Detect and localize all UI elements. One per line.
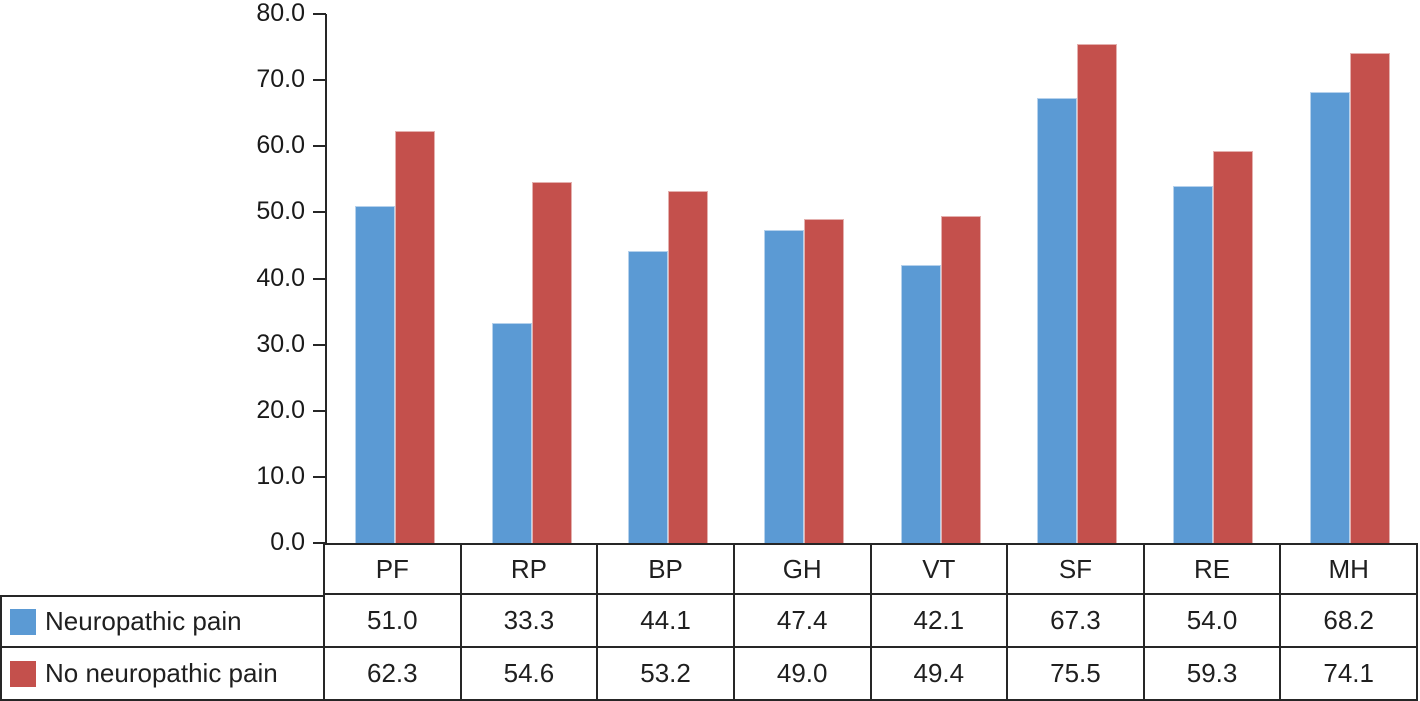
y-axis-tick-label: 20.0	[256, 395, 305, 424]
plot-area: 0.0 10.0 20.0 30.0 40.0 50.0 60.0 70.0 80.0	[256, 1, 1418, 555]
table-corner-blank	[0, 543, 325, 595]
y-axis-tick	[313, 277, 326, 280]
column-header-sf: SF	[1008, 543, 1145, 595]
bar-columns	[327, 14, 1418, 543]
value-cell-rp-row2: 54.6	[461, 648, 599, 701]
y-axis-tick	[313, 13, 326, 15]
y-axis-tick-label: 0.0	[270, 528, 305, 556]
y-axis-tick	[313, 475, 326, 478]
bar-group-rp	[463, 14, 599, 543]
bar-vt-no-neuropathic-pain	[940, 216, 981, 543]
bar-bp-no-neuropathic-pain	[667, 191, 708, 543]
value-cell-vt-row1: 42.1	[871, 595, 1009, 648]
y-axis-tick-label: 50.0	[256, 197, 305, 226]
value-cell-mh-row2: 74.1	[1281, 648, 1418, 701]
bar-group-mh	[1282, 14, 1418, 543]
bar-group-re	[1145, 14, 1281, 543]
bar-gh-neuropathic-pain	[764, 229, 805, 543]
value-cell-sf-row1: 67.3	[1008, 595, 1145, 648]
column-header-vt: VT	[871, 543, 1009, 595]
y-axis-tick	[313, 542, 326, 544]
value-cell-bp-row2: 53.2	[598, 648, 735, 701]
value-cell-re-row2: 59.3	[1144, 648, 1282, 701]
bar-rp-neuropathic-pain	[491, 322, 532, 543]
y-axis-tick-label: 40.0	[256, 263, 305, 292]
legend-label: No neuropathic pain	[45, 658, 278, 688]
bar-vt-neuropathic-pain	[900, 264, 941, 543]
legend-cell-neuropathic-pain: Neuropathic pain	[0, 595, 325, 648]
y-axis-tick	[313, 343, 326, 346]
value-cell-mh-row1: 68.2	[1281, 595, 1418, 648]
value-cell-sf-row2: 75.5	[1008, 648, 1145, 701]
value-cell-gh-row1: 47.4	[734, 595, 872, 648]
column-header-gh: GH	[734, 543, 872, 595]
column-header-re: RE	[1144, 543, 1282, 595]
value-cell-rp-row1: 33.3	[461, 595, 599, 648]
bar-group-bp	[600, 14, 736, 543]
value-cell-vt-row2: 49.4	[871, 648, 1009, 701]
y-axis-tick-label: 10.0	[256, 461, 305, 490]
bar-pf-neuropathic-pain	[355, 205, 396, 543]
bar-group-pf	[327, 14, 463, 543]
value-cell-bp-row1: 44.1	[598, 595, 735, 648]
column-header-mh: MH	[1281, 543, 1418, 595]
column-header-rp: RP	[461, 543, 599, 595]
bar-group-vt	[873, 14, 1009, 543]
y-axis-tick-label: 80.0	[256, 0, 305, 27]
bar-pf-no-neuropathic-pain	[395, 131, 436, 543]
bar-group-sf	[1009, 14, 1145, 543]
legend-cell-no-neuropathic-pain: No neuropathic pain	[0, 648, 325, 701]
bar-mh-neuropathic-pain	[1309, 92, 1350, 543]
y-axis-tick-label: 30.0	[256, 329, 305, 358]
bar-gh-no-neuropathic-pain	[804, 219, 845, 543]
value-cell-pf-row2: 62.3	[325, 648, 462, 701]
value-cell-re-row1: 54.0	[1144, 595, 1282, 648]
y-axis-tick	[313, 79, 326, 82]
bar-mh-no-neuropathic-pain	[1349, 53, 1390, 543]
bar-re-neuropathic-pain	[1173, 185, 1214, 543]
bar-rp-no-neuropathic-pain	[531, 181, 572, 543]
column-header-bp: BP	[598, 543, 735, 595]
bar-sf-neuropathic-pain	[1037, 97, 1078, 543]
y-axis-tick-label: 70.0	[256, 65, 305, 94]
value-cell-pf-row1: 51.0	[325, 595, 462, 648]
y-axis-tick	[313, 145, 326, 148]
bar-re-no-neuropathic-pain	[1213, 150, 1254, 543]
y-axis-tick	[313, 409, 326, 412]
legend-label: Neuropathic pain	[45, 606, 242, 636]
value-cell-gh-row2: 49.0	[734, 648, 872, 701]
column-header-pf: PF	[325, 543, 462, 595]
bar-group-gh	[736, 14, 872, 543]
y-axis-tick-label: 60.0	[256, 131, 305, 160]
bar-bp-neuropathic-pain	[627, 251, 668, 543]
data-table: PF RP BP GH VT SF RE MH Neuropathic pain 51.0 33.3…	[0, 543, 1418, 701]
legend-swatch-icon	[10, 608, 36, 635]
legend-swatch-icon	[10, 660, 36, 687]
bar-sf-no-neuropathic-pain	[1077, 43, 1118, 543]
y-axis-tick	[313, 211, 326, 214]
